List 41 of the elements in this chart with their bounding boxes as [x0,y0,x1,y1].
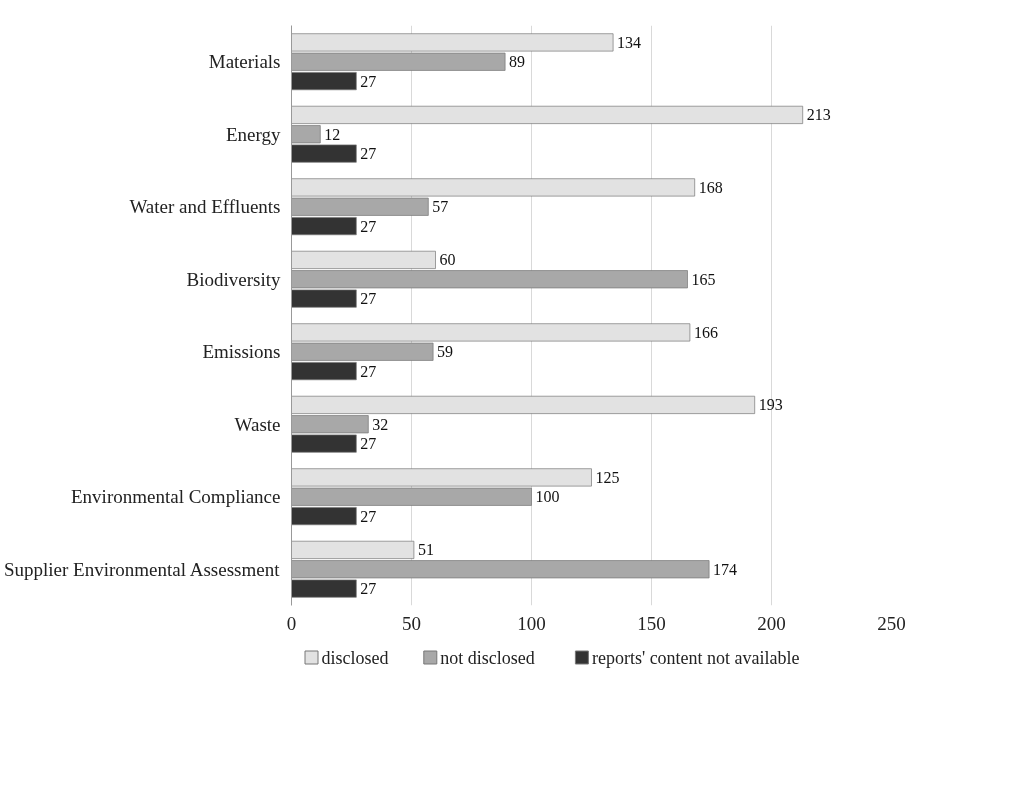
legend-label: not disclosed [440,647,535,668]
data-label: 166 [693,323,718,341]
data-label: 12 [324,125,341,143]
data-label: 100 [535,488,560,506]
y-tick-label: Energy [225,123,281,145]
y-tick-label: Supplier Environmental Assessment [3,558,281,580]
x-tick-label: 50 [402,612,421,634]
data-label: 32 [372,415,389,433]
data-label: 165 [691,270,716,288]
x-tick-label: 250 [877,612,906,634]
y-tick-label: Waste [234,413,281,435]
data-label: 27 [360,145,377,163]
y-tick-label: Materials [208,51,281,73]
y-tick-label: Emissions [202,341,281,363]
x-tick-label: 150 [637,612,666,634]
data-label: 27 [360,507,377,525]
x-tick-label: 100 [517,612,546,634]
data-label: 168 [698,178,723,196]
data-label: 60 [439,251,456,269]
data-label: 27 [360,217,377,235]
data-label: 27 [360,362,377,380]
x-tick-label: 200 [757,612,786,634]
data-label: 213 [806,106,831,124]
data-label: 193 [758,396,783,414]
y-tick-label: Environmental Compliance [71,486,281,508]
data-label: 27 [360,435,377,453]
data-label: 27 [360,290,377,308]
data-label: 89 [509,53,526,71]
legend-label: reports' content not available [591,647,800,668]
data-label: 27 [360,72,377,90]
data-label: 134 [617,33,642,51]
y-tick-label: Water and Effluents [129,196,281,218]
data-label: 51 [417,541,434,559]
legend-label: disclosed [321,647,389,668]
data-label: 59 [437,343,454,361]
y-tick-label: Biodiversity [186,268,281,290]
data-label: 174 [713,560,738,578]
x-tick-label: 0 [286,612,297,634]
data-label: 125 [595,468,620,486]
data-label: 57 [432,198,449,216]
data-label: 27 [360,580,377,598]
